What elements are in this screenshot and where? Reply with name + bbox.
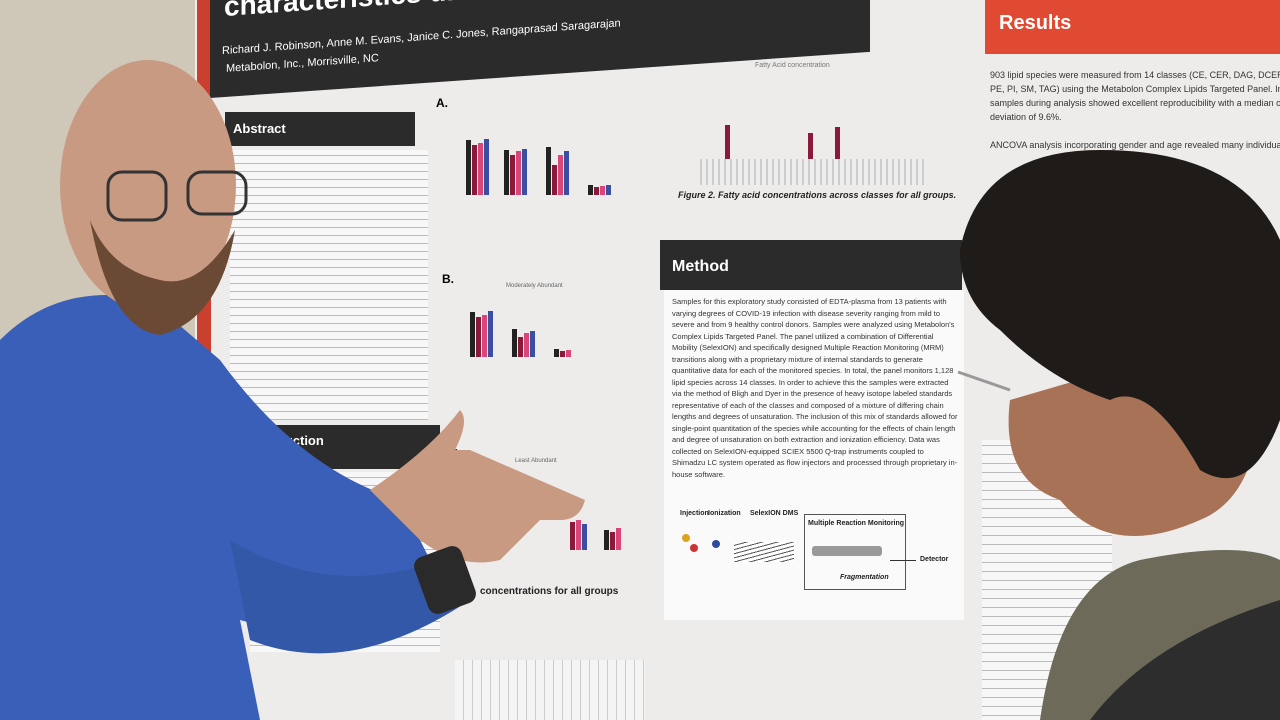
- chart-image: [466, 305, 626, 357]
- diagram-label: SelexION DMS: [750, 510, 799, 517]
- chart-title: Moderately Abundant: [506, 283, 563, 289]
- workflow-diagram: Injection Ionization SelexION DMS Multip…: [672, 508, 957, 590]
- method-text: Samples for this exploratory study consi…: [672, 297, 958, 479]
- chart-title: Fatty Acid concentration: [755, 62, 830, 69]
- method-heading: Method: [660, 240, 962, 290]
- diagram-label: Ionization: [708, 510, 741, 517]
- results-line: deviation of 9.6%.: [990, 112, 1062, 122]
- results-text: 903 lipid species were measured from 14 …: [990, 68, 1280, 152]
- results-line: PE, PI, SM, TAG) using the Metabolon Com…: [990, 84, 1280, 94]
- figure-caption: Figure 2. Fatty acid concentrations acro…: [678, 190, 957, 200]
- chart-title: Least Abundant: [515, 458, 557, 464]
- abstract-text: [230, 150, 428, 420]
- table-image: [455, 660, 645, 720]
- diagram-label: Fragmentation: [840, 574, 889, 581]
- panel-label: B.: [442, 272, 454, 286]
- visitor: [957, 150, 1280, 720]
- chart-image: [560, 518, 640, 550]
- figure-caption: concentrations for all groups: [480, 586, 619, 597]
- diagram-label: Injection: [680, 510, 709, 517]
- chart-image: [700, 80, 925, 185]
- diagram-label: Multiple Reaction Monitoring: [808, 520, 905, 527]
- abstract-heading: Abstract: [225, 112, 415, 146]
- diagram-label: Detector: [920, 556, 949, 563]
- presenter: [0, 60, 585, 720]
- panel-label: A.: [436, 96, 448, 110]
- chart-image: [462, 135, 622, 195]
- results-heading: Results: [985, 0, 1280, 54]
- results-line: ANCOVA analysis incorporating gender and…: [990, 140, 1280, 150]
- results-line: 903 lipid species were measured from 14 …: [990, 70, 1280, 80]
- method-panel: [664, 290, 964, 620]
- mrm-box: [804, 514, 906, 590]
- results-line: samples during analysis showed excellent…: [990, 98, 1280, 108]
